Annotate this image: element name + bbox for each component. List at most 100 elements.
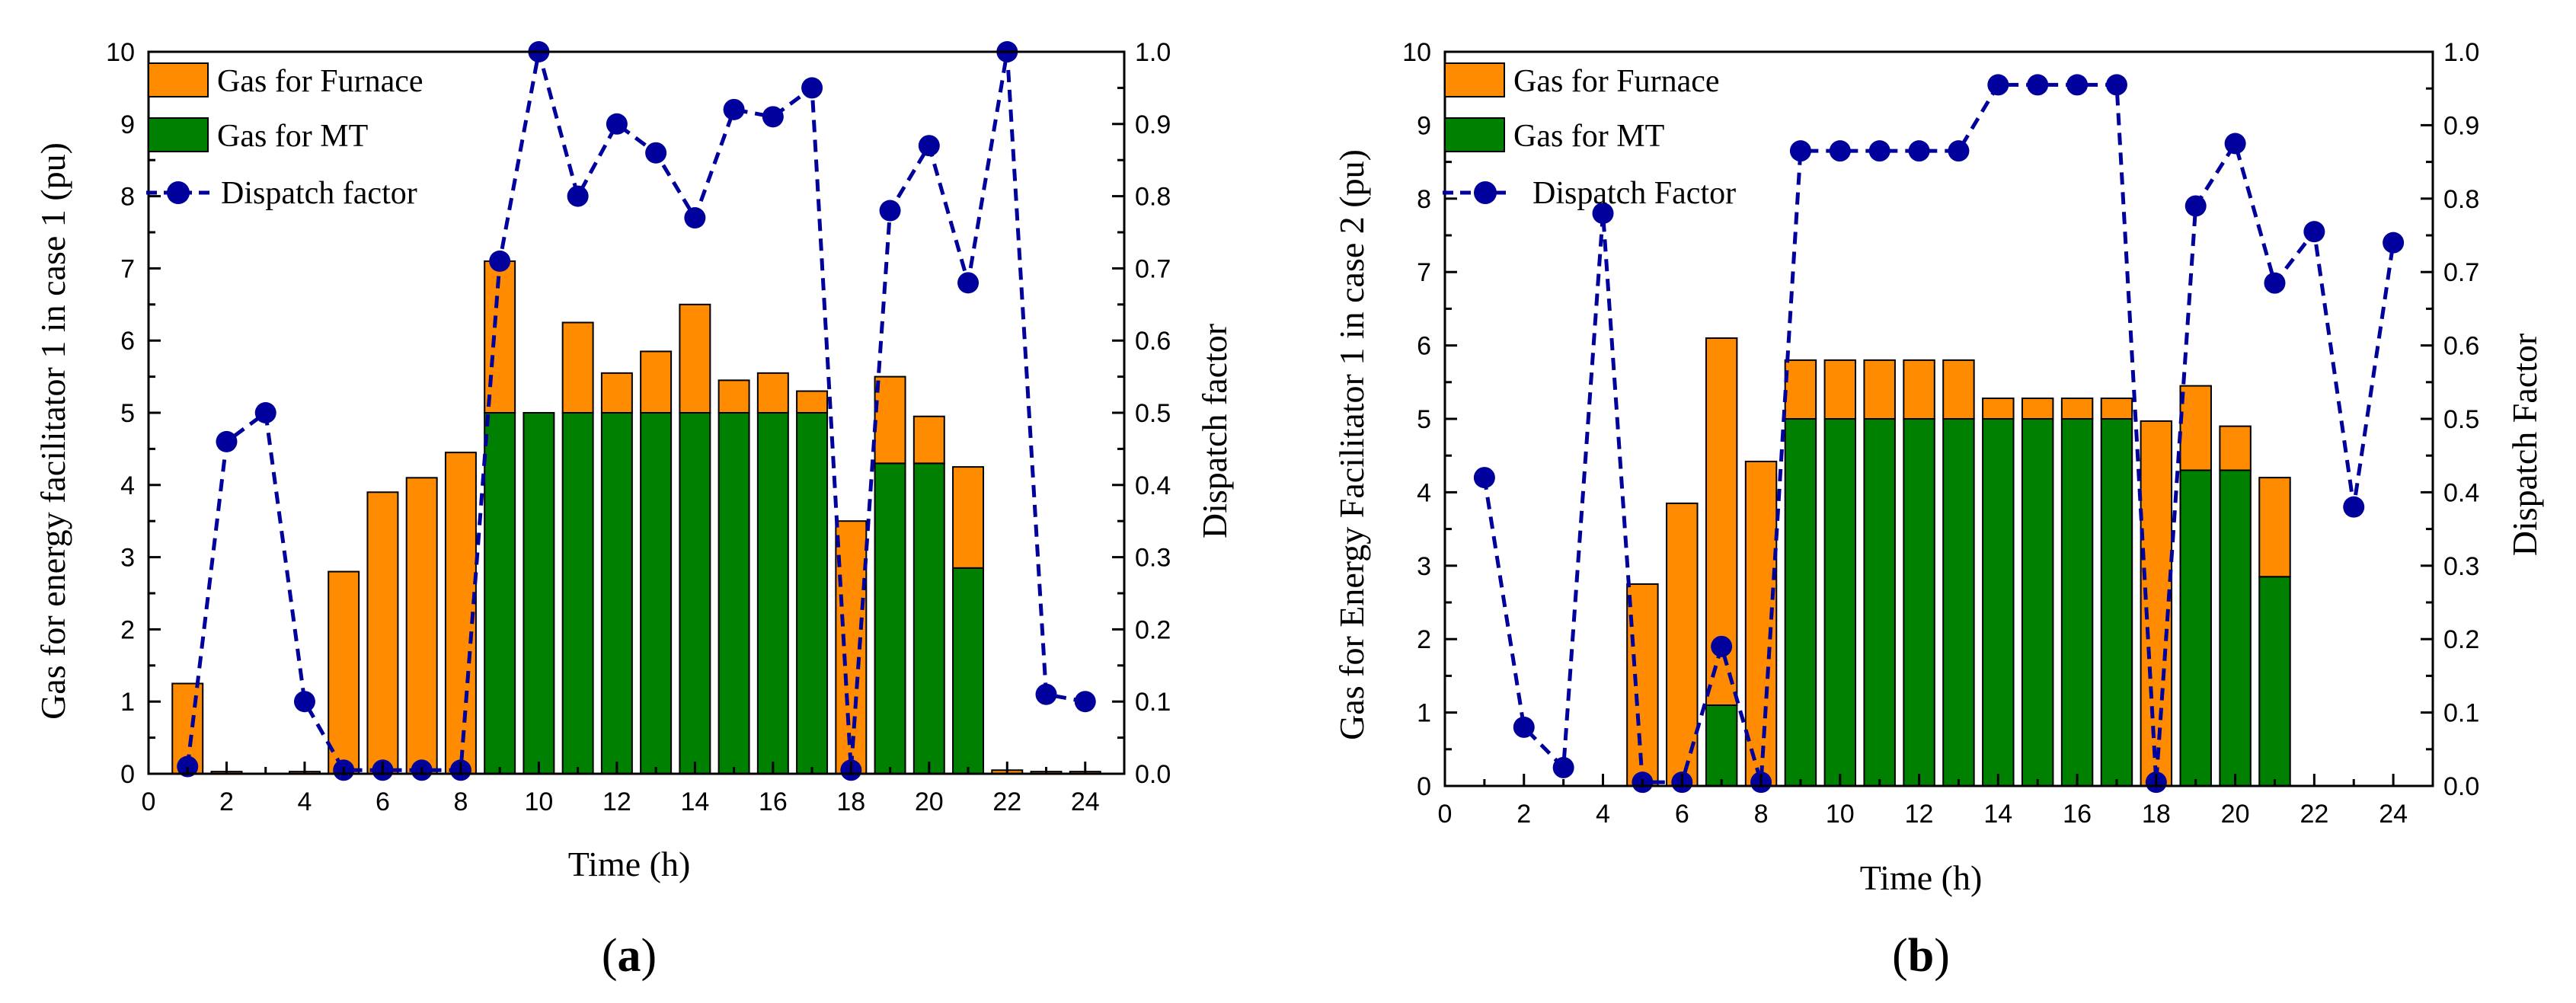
dispatch-point-a-21: [957, 272, 980, 294]
y-tick-label-b: 0: [1417, 772, 1431, 801]
bar-furnace-a-14: [679, 303, 711, 414]
y-tick-label-a: 2: [120, 615, 135, 644]
bar-mt-a-19: [874, 462, 906, 775]
dispatch-point-a-19: [879, 200, 901, 222]
bar-furnace-b-16: [2060, 398, 2094, 420]
y2-tick-label-b: 0.2: [2443, 625, 2479, 654]
x-tick-label-b: 14: [1983, 800, 2012, 829]
bar-mt-a-20: [912, 462, 945, 775]
y2-tick-label-b: 0.6: [2443, 332, 2479, 361]
y-tick-label-a: 1: [120, 688, 135, 717]
bars-b: [1626, 337, 2291, 787]
bar-furnace-b-15: [2021, 398, 2054, 420]
y-tick-label-b: 3: [1417, 552, 1431, 581]
legend-b: Gas for Furnace Gas for MT Dispatch Fact…: [1443, 62, 1736, 211]
dispatch-point-a-23: [1035, 683, 1057, 705]
bar-mt-a-16: [756, 412, 789, 775]
bar-furnace-b-11: [1863, 359, 1896, 420]
dispatch-point-a-14: [684, 207, 706, 229]
bar-mt-b-13: [1942, 418, 1975, 787]
y-tick-label-a: 5: [120, 399, 135, 428]
bar-mt-b-20: [2219, 469, 2252, 787]
dispatch-point-b-11: [1868, 140, 1890, 162]
x-tick-label-a: 0: [142, 787, 156, 816]
dispatch-point-b-3: [1552, 756, 1574, 778]
legend-label-furnace: Gas for Furnace: [1513, 64, 1720, 99]
chart-panel-a: 0 2 4 6 8 10 12 14 16 18 20 22 240123456789100.00.10…: [34, 38, 1234, 982]
x-tick-label-b: 4: [1596, 800, 1610, 829]
y2-tick-label-a: 1.0: [1135, 38, 1171, 67]
bar-furnace-a-19: [874, 375, 906, 465]
x-tick-label-a: 16: [759, 787, 788, 816]
axes-a: 0 2 4 6 8 10 12 14 16 18 20 22 240123456789100.00.10…: [106, 38, 1171, 816]
x-tick-label-b: 22: [2300, 800, 2328, 829]
y-tick-label-b: 8: [1417, 185, 1431, 214]
y-tick-label-a: 3: [120, 544, 135, 573]
dispatch-point-a-17: [801, 77, 823, 99]
x-axis-title-a: Time (h): [568, 845, 691, 883]
bar-furnace-b-19: [2179, 385, 2212, 471]
bar-furnace-b-18: [2140, 420, 2173, 787]
y-tick-label-b: 4: [1417, 478, 1431, 507]
x-tick-label-a: 20: [915, 787, 944, 816]
y-tick-label-a: 10: [106, 38, 135, 67]
panel-label-close-a: ): [641, 930, 657, 982]
y2-tick-label-a: 0.3: [1135, 544, 1171, 573]
bars-a: [171, 260, 1101, 775]
bar-furnace-a-13: [640, 350, 673, 414]
y-tick-label-a: 0: [120, 760, 135, 789]
dispatch-point-a-15: [723, 98, 745, 120]
dispatch-point-a-20: [918, 135, 940, 157]
dispatch-point-b-14: [1987, 74, 2009, 96]
y2-tick-label-a: 0.5: [1135, 399, 1171, 428]
x-tick-label-b: 20: [2221, 800, 2250, 829]
x-tick-label-a: 6: [376, 787, 390, 816]
bar-mt-a-9: [484, 412, 516, 775]
bar-mt-b-17: [2100, 418, 2133, 787]
dispatch-point-a-24: [1074, 691, 1096, 713]
panel-label-letter-a: a: [618, 930, 641, 982]
dispatch-point-a-9: [489, 250, 511, 272]
bar-mt-a-12: [600, 412, 633, 775]
panel-label-open-b: (: [1892, 930, 1908, 982]
y2-tick-label-a: 0.6: [1135, 327, 1171, 356]
bar-furnace-b-10: [1823, 359, 1857, 420]
y-tick-label-b: 2: [1417, 625, 1431, 654]
y2-tick-label-a: 0.7: [1135, 254, 1171, 283]
dispatch-point-b-2: [1513, 716, 1535, 738]
chart-panel-b: 0 2 4 6 8 10 12 14 16 18 20 22 240123456789100.00.10…: [1332, 38, 2544, 982]
y-tick-label-a: 9: [120, 110, 135, 139]
panel-label-open-a: (: [602, 930, 618, 982]
bar-mt-b-10: [1823, 418, 1857, 787]
dispatch-point-b-20: [2224, 133, 2246, 155]
bar-mt-b-19: [2179, 469, 2212, 787]
y2-tick-label-b: 0.1: [2443, 699, 2479, 728]
dispatch-point-b-21: [2264, 272, 2286, 294]
bar-furnace-a-15: [718, 379, 750, 414]
legend-label-furnace: Gas for Furnace: [217, 64, 423, 99]
dispatch-point-b-15: [2027, 74, 2049, 96]
dispatch-point-b-22: [2303, 221, 2325, 243]
dispatch-point-a-11: [567, 185, 589, 207]
bar-furnace-a-11: [561, 321, 594, 414]
panel-label-b: (b): [1892, 930, 1950, 982]
bar-mt-b-16: [2060, 418, 2094, 787]
x-tick-label-b: 24: [2379, 800, 2408, 829]
x-tick-label-a: 2: [219, 787, 234, 816]
y-tick-label-b: 9: [1417, 111, 1431, 140]
x-tick-label-b: 10: [1826, 800, 1855, 829]
dispatch-point-a-16: [762, 106, 784, 128]
bar-mt-a-15: [718, 412, 750, 775]
dispatch-point-b-12: [1908, 140, 1930, 162]
x-tick-label-b: 0: [1438, 800, 1453, 829]
dispatch-point-a-3: [254, 402, 276, 423]
bar-furnace-a-9: [484, 260, 516, 414]
bar-furnace-a-7: [405, 477, 438, 775]
bar-furnace-a-21: [952, 466, 985, 569]
bar-furnace-b-21: [2258, 477, 2291, 578]
bar-mt-b-9: [1784, 418, 1817, 787]
bar-mt-b-12: [1903, 418, 1935, 787]
y2-tick-label-a: 0.4: [1135, 471, 1171, 500]
x-tick-label-a: 4: [297, 787, 312, 816]
